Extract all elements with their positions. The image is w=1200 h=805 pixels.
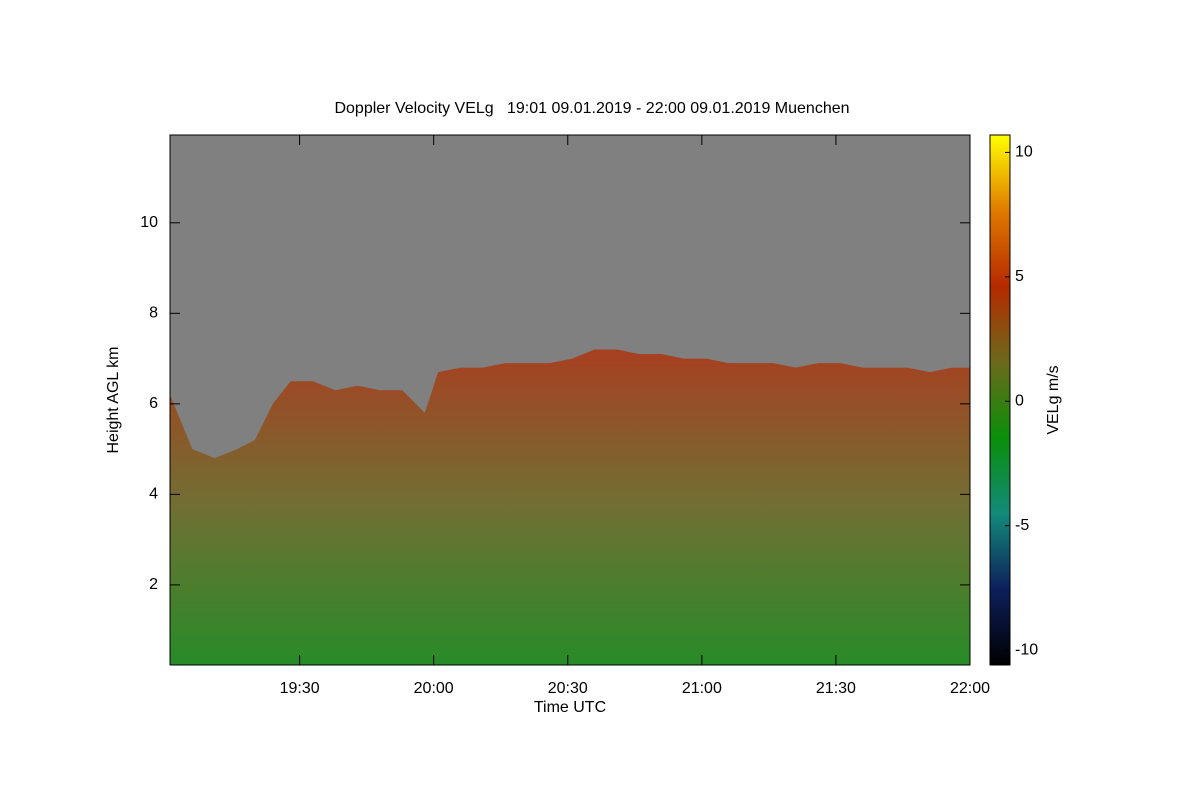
colorbar-tick-label: -5 [1015, 517, 1029, 534]
colorbar-label: VELg m/s [1045, 365, 1062, 434]
x-axis-label: Time UTC [534, 699, 606, 716]
plot-frame [169, 134, 971, 666]
y-axis-label: Height AGL km [105, 346, 122, 453]
colorbar-tick-label: 0 [1015, 392, 1024, 409]
x-tick-label: 21:30 [816, 680, 856, 697]
y-tick-label: 6 [149, 395, 158, 412]
colorbar-tick-label: -10 [1015, 641, 1038, 658]
chart-title: Doppler Velocity VELg 19:01 09.01.2019 -… [334, 100, 849, 117]
x-tick-label: 19:30 [280, 680, 320, 697]
y-tick-label: 4 [149, 486, 158, 503]
echo-area [170, 349, 970, 665]
colorbar [989, 134, 1011, 666]
colorbar-tick-label: 5 [1015, 268, 1024, 285]
y-tick-label: 10 [140, 214, 158, 231]
x-tick-label: 22:00 [950, 680, 990, 697]
x-tick-label: 20:30 [548, 680, 588, 697]
x-tick-label: 20:00 [414, 680, 454, 697]
colorbar-tick-label: 10 [1015, 144, 1033, 161]
x-tick-label: 21:00 [682, 680, 722, 697]
y-tick-label: 2 [149, 576, 158, 593]
y-tick-label: 8 [149, 305, 158, 322]
